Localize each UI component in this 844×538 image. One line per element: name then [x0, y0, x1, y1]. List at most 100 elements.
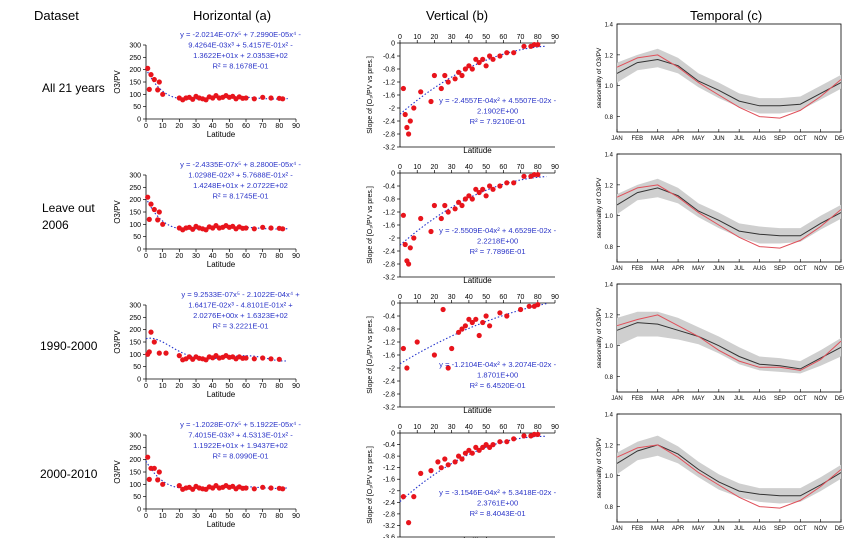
data-point [438, 465, 444, 471]
data-point [483, 442, 489, 448]
y-axis-label: Slope of [O₃/PV vs pres.] [367, 56, 374, 134]
x-tick-label: JAN [611, 266, 622, 272]
data-point [243, 355, 249, 361]
x-tick-label: 20 [175, 513, 183, 520]
x-tick-label: APR [672, 396, 685, 402]
x-tick-label: 20 [431, 294, 439, 301]
x-tick-label: 70 [517, 424, 525, 431]
x-tick-label: JAN [611, 136, 622, 142]
data-point [473, 316, 479, 322]
y-tick-label: -2.8 [383, 392, 395, 399]
x-tick-label: 0 [144, 383, 148, 390]
equation-line: R² = 8.1745E-01 [213, 192, 269, 201]
equation-line: y = -2.0214E-07x⁵ + 7.2990E-05x⁴ - [180, 30, 301, 39]
y-tick-label: -2 [389, 366, 395, 373]
data-point [504, 313, 510, 319]
data-point [400, 345, 406, 352]
x-tick-label: 30 [192, 513, 200, 520]
y-tick-label: -0.4 [383, 442, 395, 449]
y-tick-label: 1.4 [605, 283, 614, 289]
data-point [490, 442, 496, 448]
x-tick-label: AUG [753, 136, 766, 142]
y-tick-label: 0 [391, 431, 395, 438]
y-tick-label: -0.4 [383, 54, 395, 61]
data-point [431, 352, 437, 358]
data-point [251, 486, 257, 492]
data-point [145, 65, 151, 71]
y-tick-label: 150 [129, 340, 141, 347]
data-point [276, 356, 282, 362]
y-tick-label: 0 [137, 507, 141, 514]
data-point [435, 459, 441, 465]
y-tick-label: -3.2 [383, 145, 395, 152]
x-tick-label: DEC [835, 266, 844, 272]
chart-temporal-row-2: 0.8 1.0 1.2 1.4 JAN FEB MAR APR MAY JUN JUL AUG SEP O… [596, 153, 844, 273]
y-tick-label: -2.4 [383, 500, 395, 507]
chart-temporal-row-3: 0.8 1.0 1.2 1.4 JAN FEB MAR APR MAY JUN JUL AUG SEP O… [596, 283, 844, 403]
series-line [616, 444, 842, 509]
chart-vertical-row-3: 0 -0.4 -0.8 -1.2 -1.6 -2 -2.4 -2.8 -3.2 0 10 20 30 40… [367, 294, 559, 415]
data-point [156, 350, 162, 356]
y-tick-label: 100 [129, 352, 141, 359]
equation-line: R² = 8.0990E-01 [213, 452, 269, 461]
data-point [411, 494, 417, 500]
data-point [400, 85, 406, 92]
data-point [445, 209, 451, 215]
y-tick-label: 200 [129, 457, 141, 464]
y-tick-label: 1.0 [605, 474, 614, 480]
equation-line: y = -2.5509E-04x² + 4.6529E-02x - [439, 226, 556, 235]
x-tick-label: MAY [692, 526, 705, 532]
data-point [445, 79, 451, 85]
x-tick-label: 20 [431, 424, 439, 431]
x-tick-label: 60 [499, 424, 507, 431]
y-tick-label: 100 [129, 482, 141, 489]
data-point [476, 332, 482, 339]
y-axis-label: seasonality of O3/PV [596, 307, 603, 368]
data-point [400, 212, 406, 218]
data-point [155, 217, 161, 223]
x-tick-label: 50 [225, 383, 233, 390]
chart-vertical-row-4: 0 -0.4 -0.8 -1.2 -1.6 -2 -2.4 -2.8 -3.2 -3.6 0 10 20… [367, 424, 559, 538]
data-point [473, 444, 479, 450]
x-tick-label: 60 [499, 34, 507, 41]
data-point [469, 196, 475, 202]
x-tick-label: 80 [534, 294, 542, 301]
x-tick-label: SEP [774, 526, 786, 532]
data-point [497, 439, 503, 445]
data-point [473, 186, 479, 192]
x-tick-label: 80 [275, 383, 283, 390]
y-axis-label: Slope of [O₃/PV vs pres.] [367, 186, 374, 264]
data-point [148, 72, 154, 78]
data-point [466, 193, 472, 199]
uncertainty-band [617, 48, 841, 114]
data-point [251, 226, 257, 232]
x-tick-label: SEP [774, 136, 786, 142]
data-point [456, 69, 462, 75]
data-point [431, 202, 437, 209]
data-point [148, 201, 154, 207]
data-point [518, 306, 524, 313]
y-tick-label: 1.2 [605, 313, 614, 319]
equation-line: 9.4264E-03x³ + 5.4157E-01x² - [188, 41, 293, 50]
data-point [251, 356, 257, 362]
fit-line [399, 176, 547, 246]
data-point [406, 520, 412, 526]
equation-line: 1.3622E+01x + 2.0353E+02 [193, 51, 288, 60]
row-label-leave-out-2006: Leave out 2006 [42, 200, 95, 234]
y-tick-label: 300 [129, 433, 141, 440]
y-tick-label: 0 [137, 377, 141, 384]
x-tick-label: 10 [159, 123, 167, 130]
data-point [404, 124, 410, 131]
x-tick-label: JAN [611, 396, 622, 402]
x-tick-label: 70 [259, 383, 267, 390]
equation-line: y = -2.4335E-07x⁵ + 8.2800E-05x⁴ - [180, 160, 301, 169]
y-tick-label: -1.2 [383, 80, 395, 87]
data-point [280, 486, 286, 492]
data-point [411, 105, 417, 111]
series-line [616, 187, 842, 237]
x-tick-label: 40 [465, 294, 473, 301]
data-point [428, 468, 434, 474]
data-point [156, 79, 162, 85]
x-tick-label: 50 [482, 164, 490, 171]
data-point [452, 459, 458, 465]
